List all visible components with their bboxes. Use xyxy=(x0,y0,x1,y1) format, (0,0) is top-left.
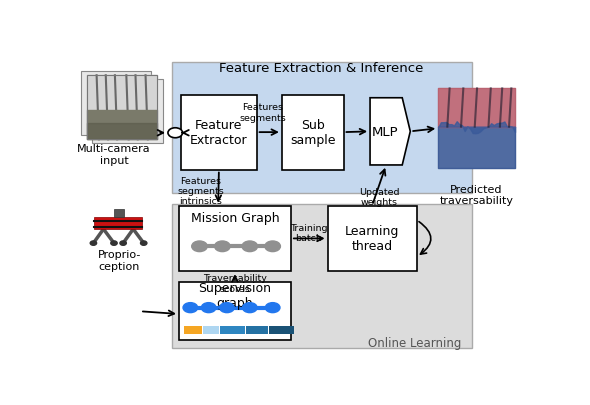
Bar xyxy=(94,217,142,230)
FancyBboxPatch shape xyxy=(87,76,158,140)
Circle shape xyxy=(266,303,280,313)
Text: Multi-camera
input: Multi-camera input xyxy=(77,144,151,165)
Circle shape xyxy=(140,241,147,246)
Circle shape xyxy=(242,241,258,252)
Text: Feature Extraction & Inference: Feature Extraction & Inference xyxy=(219,62,424,75)
FancyBboxPatch shape xyxy=(181,96,257,170)
Circle shape xyxy=(111,241,117,246)
FancyBboxPatch shape xyxy=(81,72,152,136)
FancyBboxPatch shape xyxy=(327,206,417,272)
Bar xyxy=(203,326,219,335)
Bar xyxy=(268,326,294,335)
Text: Learning
thread: Learning thread xyxy=(345,225,399,253)
Text: Proprio-
ception: Proprio- ception xyxy=(98,250,141,271)
Text: Online Learning: Online Learning xyxy=(368,336,461,349)
Bar xyxy=(219,326,245,335)
Text: Sub
sample: Sub sample xyxy=(290,119,335,147)
Polygon shape xyxy=(370,98,410,166)
Text: MLP: MLP xyxy=(372,126,399,139)
Circle shape xyxy=(215,241,230,252)
Bar xyxy=(114,210,124,217)
Text: Predicted
traversability: Predicted traversability xyxy=(440,184,513,206)
Text: Feature
Extractor: Feature Extractor xyxy=(190,119,248,147)
FancyBboxPatch shape xyxy=(172,63,471,194)
Circle shape xyxy=(219,303,234,313)
FancyBboxPatch shape xyxy=(93,80,163,144)
Text: Mission Graph: Mission Graph xyxy=(191,211,279,224)
Circle shape xyxy=(242,303,257,313)
Circle shape xyxy=(183,303,198,313)
Bar xyxy=(185,326,202,335)
Bar xyxy=(87,76,158,140)
Text: Training
batch: Training batch xyxy=(290,224,327,243)
Bar xyxy=(87,76,158,140)
Circle shape xyxy=(120,241,126,246)
Text: Updated
weights: Updated weights xyxy=(359,187,399,207)
FancyBboxPatch shape xyxy=(438,89,515,168)
Bar xyxy=(245,326,268,335)
Text: Features
segments: Features segments xyxy=(240,103,286,122)
Circle shape xyxy=(192,241,207,252)
Circle shape xyxy=(201,303,216,313)
Circle shape xyxy=(265,241,280,252)
Text: Traversability
scores: Traversability scores xyxy=(203,273,267,293)
Text: Features
segments
intrinsics: Features segments intrinsics xyxy=(178,176,224,206)
Circle shape xyxy=(90,241,97,246)
Text: Supervision
graph: Supervision graph xyxy=(198,281,271,309)
FancyBboxPatch shape xyxy=(179,283,291,340)
Circle shape xyxy=(168,128,182,139)
FancyBboxPatch shape xyxy=(179,206,291,272)
FancyBboxPatch shape xyxy=(172,205,471,348)
FancyBboxPatch shape xyxy=(282,96,343,170)
